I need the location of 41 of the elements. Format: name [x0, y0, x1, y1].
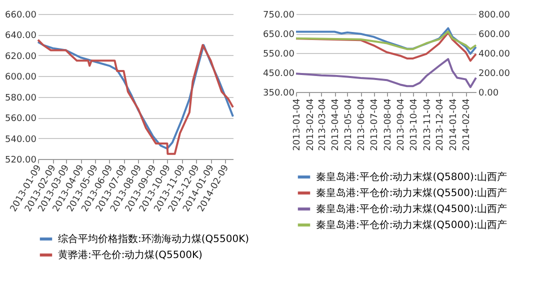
- x-tick-label: 2013-02-04: [306, 98, 316, 151]
- legend-label: 综合平均价格指数:环渤海动力煤(Q5500K): [58, 233, 250, 245]
- y-tick-label: 520.00: [5, 156, 37, 166]
- y-tick-label: 450.00: [263, 69, 295, 79]
- x-tick-label: 2013-11-04: [422, 98, 433, 151]
- x-tick-label: 2013-07-04: [370, 98, 380, 151]
- y-tick-label: 560.00: [5, 114, 37, 124]
- legend-label: 秦皇岛港:平仓价:动力末煤(Q4500):山西产: [316, 203, 508, 215]
- x-tick-label: 2013-06-04: [357, 98, 368, 151]
- line-series: [295, 58, 477, 88]
- y-tick-label: 540.00: [5, 134, 37, 145]
- legend-label: 黄骅港:平仓价:动力煤(Q5500K): [58, 249, 203, 261]
- y-tick-label: 550.00: [263, 50, 295, 60]
- y2-tick-label: 800.00: [478, 10, 510, 20]
- x-tick-label: 2014-01-04: [448, 98, 459, 151]
- legend-label: 秦皇岛港:平仓价:动力末煤(Q5500):山西产: [316, 187, 508, 199]
- y-tick-label: 750.00: [263, 10, 295, 20]
- y2-tick-label: 400.00: [478, 50, 510, 60]
- y-tick-label: 620.00: [5, 52, 37, 62]
- x-tick-label: 2013-03-04: [318, 98, 328, 151]
- y-tick-label: 640.00: [5, 31, 37, 42]
- line-series: [295, 30, 477, 50]
- y-tick-label: 660.00: [5, 10, 37, 20]
- x-tick-label: 2013-09-04: [396, 98, 407, 151]
- x-tick-label: 2014-02-04: [462, 98, 472, 151]
- legend-label: 秦皇岛港:平仓价:动力末煤(Q5800):山西产: [316, 171, 508, 183]
- y2-tick-label: 200.00: [478, 69, 510, 79]
- x-tick-label: 2013-01-04: [292, 98, 302, 151]
- legend-label: 秦皇岛港:平仓价:动力末煤(Q5000):山西产: [316, 219, 508, 231]
- x-tick-label: 2013-08-04: [383, 98, 394, 151]
- y-tick-label: 580.00: [5, 93, 37, 104]
- y-tick-label: 650.00: [263, 30, 295, 40]
- y2-tick-label: 0.00: [478, 88, 499, 98]
- y-tick-label: 350.00: [263, 88, 295, 98]
- x-tick-label: 2013-10-04: [410, 98, 420, 151]
- y-tick-label: 600.00: [5, 72, 37, 83]
- line-series: [295, 27, 477, 55]
- x-tick-label: 2013-04-04: [331, 98, 342, 151]
- x-tick-label: 2013-12-04: [436, 98, 446, 151]
- y2-tick-label: 600.00: [478, 30, 510, 40]
- x-tick-label: 2013-05-04: [344, 98, 354, 151]
